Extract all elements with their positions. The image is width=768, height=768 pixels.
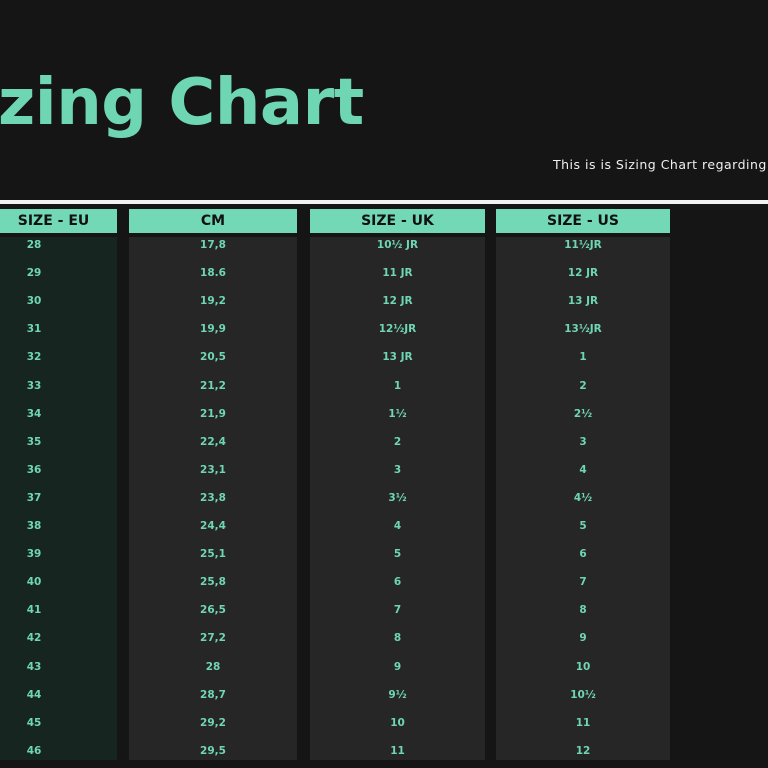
table-cell: 2½ xyxy=(573,407,593,420)
divider xyxy=(0,200,768,204)
column-header: CM xyxy=(129,209,297,233)
table-cell: 12 xyxy=(575,744,591,757)
column-body xyxy=(0,237,117,760)
table-cell: 21,9 xyxy=(200,407,226,420)
table-cell: 31 xyxy=(26,323,42,336)
table-cell: 2 xyxy=(579,379,587,392)
table-cell: 42 xyxy=(26,632,42,645)
table-cell: 20,5 xyxy=(200,351,226,364)
table-cell: 26,5 xyxy=(200,604,226,617)
table-cell: 25,8 xyxy=(200,576,226,589)
table-cell: 29,2 xyxy=(200,716,226,729)
column-header: SIZE - US xyxy=(496,209,670,233)
title: zing Chart xyxy=(0,66,364,140)
table-cell: 46 xyxy=(26,744,42,757)
column-header: SIZE - UK xyxy=(310,209,485,233)
table-cell: 4 xyxy=(393,520,402,532)
table-cell: 10 xyxy=(575,660,591,673)
table-cell: 10½ xyxy=(570,688,596,701)
table-cell: 10 xyxy=(390,716,405,729)
table-cell: 23,8 xyxy=(200,491,226,504)
table-cell: 44 xyxy=(26,688,42,701)
table-cell: 38 xyxy=(26,520,42,532)
table-cell: 24,4 xyxy=(200,520,226,532)
table-cell: 10½ JR xyxy=(376,239,419,251)
table-cell: 21,2 xyxy=(200,379,226,392)
table-cell: 39 xyxy=(26,548,42,561)
table-cell: 8 xyxy=(579,604,587,617)
table-cell: 37 xyxy=(26,491,42,504)
table-cell: 3 xyxy=(579,435,587,448)
table-cell: 9 xyxy=(393,660,402,673)
table-cell: 19,9 xyxy=(200,323,226,336)
table-cell: 27,2 xyxy=(200,632,226,645)
table-cell: 5 xyxy=(579,520,587,532)
table-cell: 12 JR xyxy=(382,295,413,308)
table-cell: 11½JR xyxy=(564,239,602,251)
table-cell: 1½ xyxy=(388,407,407,420)
table-cell: 11 xyxy=(390,744,405,757)
table-cell: 33 xyxy=(26,379,42,392)
table-cell: 19,2 xyxy=(200,295,226,308)
column-body xyxy=(496,237,670,760)
table-cell: 12½JR xyxy=(378,323,417,336)
table-cell: 3 xyxy=(393,463,402,476)
table-cell: 3½ xyxy=(388,491,407,504)
table-cell: 11 xyxy=(575,716,591,729)
table-cell: 7 xyxy=(579,576,587,589)
table-cell: 1 xyxy=(393,379,402,392)
column-header: SIZE - EU xyxy=(0,209,117,233)
table-cell: 8 xyxy=(393,632,402,645)
table-cell: 1 xyxy=(579,351,587,364)
table-cell: 28,7 xyxy=(200,688,226,701)
column-body xyxy=(129,237,297,760)
table-cell: 13½JR xyxy=(564,323,602,336)
table-cell: 40 xyxy=(26,576,42,589)
table-cell: 29 xyxy=(26,267,42,280)
table-cell: 9 xyxy=(579,632,587,645)
table-cell: 28 xyxy=(26,239,42,251)
table-cell: 13 JR xyxy=(567,295,599,308)
table-cell: 13 JR xyxy=(382,351,413,364)
table-cell: 45 xyxy=(26,716,42,729)
table-cell: 2 xyxy=(393,435,402,448)
table-cell: 30 xyxy=(26,295,42,308)
table-cell: 32 xyxy=(26,351,42,364)
table-cell: 6 xyxy=(579,548,587,561)
table-cell: 5 xyxy=(393,548,402,561)
table-cell: 17,8 xyxy=(200,239,226,251)
subtitle: This is is Sizing Chart regarding th xyxy=(553,157,768,172)
table-cell: 41 xyxy=(26,604,42,617)
table-cell: 34 xyxy=(26,407,42,420)
table-cell: 23,1 xyxy=(200,463,226,476)
table-cell: 9½ xyxy=(388,688,407,701)
table-cell: 28 xyxy=(205,660,221,673)
table-cell: 35 xyxy=(26,435,42,448)
column-body xyxy=(310,237,485,760)
table-cell: 25,1 xyxy=(200,548,226,561)
table-cell: 7 xyxy=(393,604,402,617)
table-cell: 43 xyxy=(26,660,42,673)
table-cell: 12 JR xyxy=(567,267,599,280)
table-cell: 29,5 xyxy=(200,744,226,757)
table-cell: 4 xyxy=(579,463,587,476)
table-cell: 22,4 xyxy=(200,435,226,448)
table-cell: 18.6 xyxy=(200,267,226,280)
table-cell: 11 JR xyxy=(382,267,413,280)
table-cell: 36 xyxy=(26,463,42,476)
table-cell: 6 xyxy=(393,576,402,589)
table-cell: 4½ xyxy=(573,491,593,504)
